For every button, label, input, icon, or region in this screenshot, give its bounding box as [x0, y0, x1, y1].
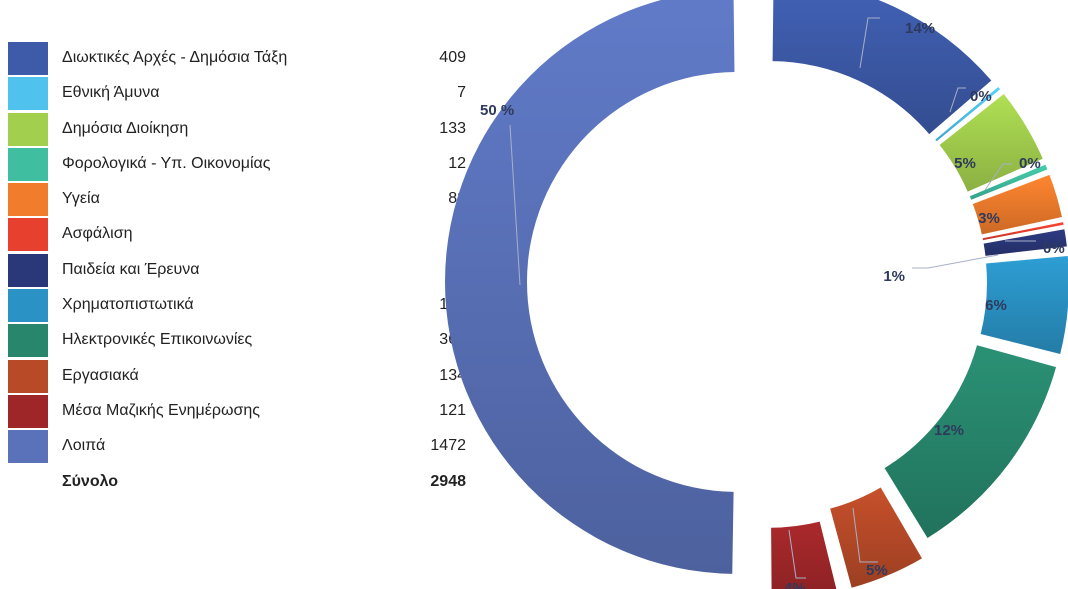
- legend-item: Φορολογικά - Υπ. Οικονομίας 12: [8, 146, 478, 181]
- legend-label: Ασφάλιση: [62, 225, 133, 243]
- percent-label: 5%: [954, 155, 976, 172]
- legend-swatch: [8, 112, 48, 146]
- leader-line: [912, 254, 999, 269]
- legend-value: 7: [457, 84, 466, 102]
- legend-swatch: [8, 324, 48, 358]
- percent-label: 0%: [1019, 155, 1041, 172]
- legend-item: Δημόσια Διοίκηση 133: [8, 111, 478, 146]
- leader-line: [984, 163, 1012, 191]
- doughnut-slice: [771, 521, 837, 589]
- legend-value: 1472: [430, 437, 466, 455]
- percent-label: 6%: [985, 297, 1007, 314]
- legend-swatch: [8, 147, 48, 181]
- legend-item: Λοιπά 1472: [8, 428, 478, 464]
- doughnut-slice: [939, 93, 1043, 192]
- legend-item: Ηλεκτρονικές Επικοινωνίες363: [8, 322, 478, 358]
- leader-line: [788, 529, 806, 579]
- percent-label: 0%: [1043, 240, 1065, 257]
- percent-label: 0%: [970, 88, 992, 105]
- doughnut-slice: [969, 164, 1048, 200]
- legend-swatch: [8, 253, 48, 287]
- leader-line: [859, 17, 880, 69]
- legend-item: Εθνική Άμυνα 7: [8, 75, 478, 111]
- percent-label: 50 %: [480, 102, 514, 119]
- legend-swatch: [8, 218, 48, 252]
- percent-label: 12%: [934, 422, 964, 439]
- total-label: Σύνολο: [62, 472, 119, 490]
- legend-swatch: [8, 394, 48, 428]
- leader-line: [509, 124, 521, 286]
- legend-item: Διωκτικές Αρχές - Δημόσια Τάξη 409: [8, 40, 478, 75]
- percent-label: 14%: [905, 20, 935, 37]
- chart-legend: Διωκτικές Αρχές - Δημόσια Τάξη 409 Εθνική …: [8, 40, 478, 499]
- doughnut-slice: [444, 0, 735, 574]
- legend-label: Φορολογικά - Υπ. Οικονομίας: [62, 154, 271, 172]
- legend-swatch: [8, 77, 48, 111]
- doughnut-slice: [972, 174, 1062, 235]
- legend-value: 409: [439, 49, 466, 66]
- leader-line: [949, 87, 966, 113]
- legend-label: Εθνική Άμυνα: [62, 84, 160, 102]
- doughnut-slice: [982, 222, 1064, 241]
- legend-label: Εργασιακά: [62, 366, 139, 384]
- percent-label: 1%: [883, 268, 905, 285]
- leader-line: [852, 507, 878, 563]
- legend-label: Ηλεκτρονικές Επικοινωνίες: [62, 331, 253, 349]
- legend-label: Λοιπά: [62, 437, 106, 455]
- total-value: 2948: [430, 472, 466, 490]
- legend-swatch: [8, 183, 48, 217]
- legend-label: Δημόσια Διοίκηση: [62, 119, 189, 137]
- legend-total-row: Σύνολο 2948: [8, 464, 478, 499]
- doughnut-slice: [983, 229, 1067, 256]
- legend-value: 121: [439, 401, 466, 419]
- doughnut-slice: [884, 345, 1057, 538]
- legend-item: Ασφάλιση6: [8, 216, 478, 252]
- doughnut-slice: [772, 0, 992, 135]
- legend-swatch: [8, 359, 48, 393]
- legend-value: 12: [448, 154, 466, 172]
- legend-label: Μέσα Μαζικής Ενημέρωσης: [62, 401, 260, 419]
- legend-swatch: [8, 42, 48, 75]
- legend-label: Υγεία: [62, 190, 100, 208]
- percent-label: 5%: [866, 562, 888, 579]
- legend-value: 133: [439, 119, 466, 137]
- doughnut-slice: [935, 86, 1001, 142]
- percent-label: 4%: [784, 580, 806, 589]
- legend-swatch: [8, 430, 48, 464]
- legend-label: Διωκτικές Αρχές - Δημόσια Τάξη: [62, 49, 288, 66]
- percent-label: 3%: [978, 210, 1000, 227]
- legend-label: Χρηματοπιστωτικά: [62, 296, 194, 314]
- legend-swatch: [8, 289, 48, 323]
- doughnut-slice: [980, 255, 1068, 354]
- legend-label: Παιδεία και Έρευνα: [62, 260, 200, 278]
- legend-item: Μέσα Μαζικής Ενημέρωσης 121: [8, 393, 478, 428]
